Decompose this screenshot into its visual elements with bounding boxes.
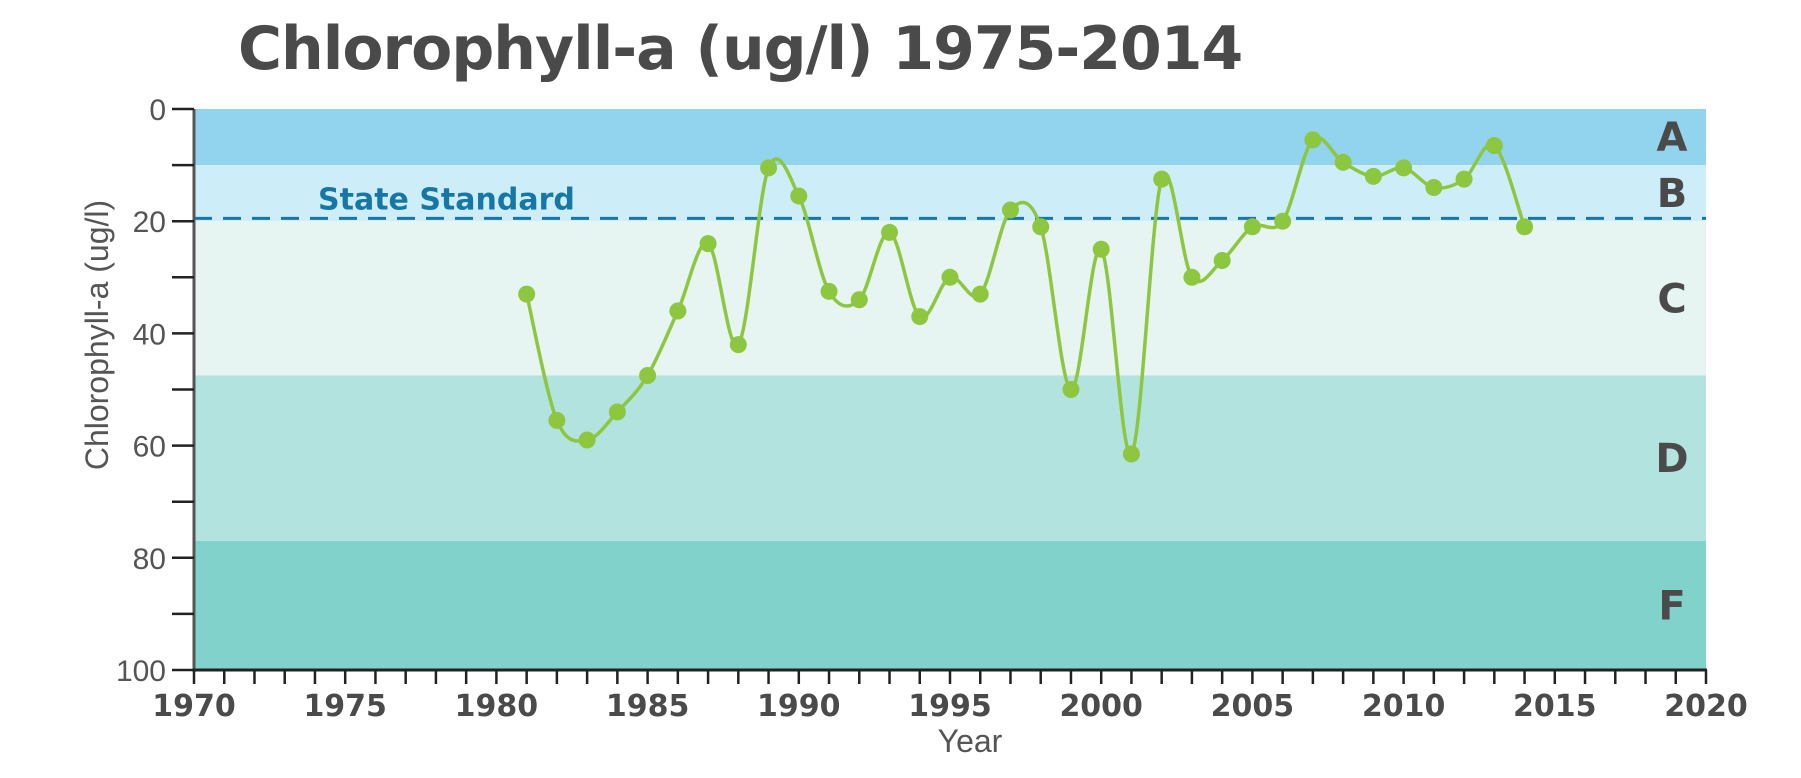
chart-title: Chlorophyll-a (ug/l) 1975-2014 [238,14,1243,84]
x-tick-label: 2010 [1362,689,1446,724]
grade-label-c: C [1657,276,1686,322]
data-point [911,308,929,326]
band-d [194,375,1706,541]
data-point [1304,131,1322,149]
grade-label-a: A [1657,115,1688,161]
x-tick-label: 1985 [606,689,690,724]
data-point [1183,268,1201,286]
data-point [1032,218,1050,236]
y-axis-label: Chlorophyll-a (ug/l) [79,200,115,470]
y-tick-label: 20 [133,206,166,239]
data-point [850,291,868,309]
state-standard-group: State Standard [194,182,1706,220]
data-point [669,302,687,320]
y-tick-label: 100 [116,655,166,688]
grade-bands [194,109,1706,670]
y-tick-label: 80 [133,543,166,576]
data-point [1364,167,1382,185]
data-point [1516,218,1534,236]
data-point [699,235,717,253]
data-point [1425,179,1443,197]
y-tick-label: 0 [149,94,166,127]
data-point [518,285,536,303]
x-axis-label: Year [938,723,1003,759]
x-tick-label: 1995 [908,689,992,724]
data-point [548,411,566,429]
data-point [1455,170,1473,188]
data-point [1334,153,1352,171]
state-standard-label: State Standard [318,182,575,217]
data-point [971,285,989,303]
x-tick-label: 2020 [1664,689,1748,724]
data-point [820,282,838,300]
data-point [1092,240,1110,258]
x-tick-label: 2005 [1211,689,1295,724]
x-tick-label: 1970 [152,689,236,724]
y-tick-label: 60 [133,431,166,464]
band-f [194,540,1706,670]
data-point [578,431,596,449]
data-point [1395,159,1413,177]
data-point [639,366,657,384]
band-b [194,165,1706,222]
data-point [1153,170,1171,188]
data-point [760,159,778,177]
data-point [941,268,959,286]
grade-label-d: D [1655,436,1688,482]
data-point [1213,251,1231,269]
y-tick-label: 40 [133,318,166,351]
data-series [518,131,1534,463]
data-point [1122,445,1140,463]
grade-label-f: F [1658,583,1685,629]
data-point [1485,136,1503,154]
data-point [1243,218,1261,236]
data-point [881,223,899,241]
data-point [608,403,626,421]
data-point [1001,201,1019,219]
x-tick-label: 1980 [455,689,539,724]
grade-label-b: B [1657,171,1688,217]
data-point [1274,212,1292,230]
data-point [729,336,747,354]
x-tick-label: 2015 [1513,689,1597,724]
band-a [194,109,1706,166]
x-tick-label: 1975 [303,689,387,724]
grade-labels: AB C D F [1655,115,1688,629]
x-tick-label: 2000 [1059,689,1143,724]
data-point [790,187,808,205]
band-c [194,221,1706,376]
x-tick-label: 1990 [757,689,841,724]
data-point [1062,381,1080,398]
